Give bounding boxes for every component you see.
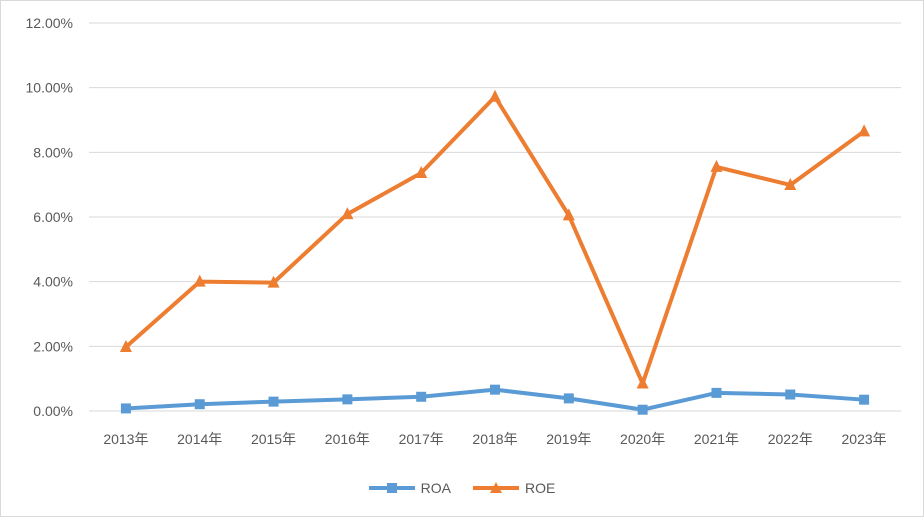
data-point-roe [710, 159, 723, 172]
data-point-roa [416, 391, 427, 402]
data-point-roa [268, 396, 279, 407]
x-tick-label: 2022年 [768, 431, 813, 447]
legend-swatch-roe [473, 482, 519, 493]
data-point-roa [120, 403, 131, 414]
x-tick-label: 2021年 [694, 431, 739, 447]
data-point-roe [489, 89, 501, 102]
x-tick-label: 2018年 [472, 431, 517, 447]
gridlines [89, 22, 901, 412]
data-point-roe [784, 177, 797, 190]
x-tick-label: 2020年 [620, 431, 665, 447]
y-tick-label: 0.00% [33, 403, 73, 419]
legend-label-roe: ROE [525, 480, 556, 496]
y-axis-tick-labels: 0.00% 2.00% 4.00% 6.00% 8.00% 10.00% 12.00% [26, 15, 73, 419]
y-tick-label: 10.00% [26, 80, 73, 96]
x-tick-label: 2023年 [842, 431, 887, 447]
data-point-roa [785, 389, 796, 400]
legend-item-roe: ROE [473, 480, 555, 496]
y-tick-label: 6.00% [33, 209, 73, 225]
data-point-roe [341, 207, 354, 220]
data-point-roe [193, 274, 206, 287]
legend-swatch-roa [368, 483, 415, 493]
data-point-roa [637, 404, 648, 415]
x-tick-label: 2015年 [251, 431, 296, 447]
legend-item-roa: ROA [368, 480, 451, 496]
data-point-roa [711, 387, 722, 398]
x-tick-label: 2016年 [325, 431, 370, 447]
legend: ROA ROE [1, 476, 923, 500]
data-point-roa [859, 394, 870, 405]
legend-label-roa: ROA [420, 480, 451, 496]
data-point-roe [415, 166, 428, 179]
data-point-roa [563, 393, 574, 404]
data-point-roa [194, 399, 205, 410]
data-point-roe [267, 275, 280, 288]
data-point-roe [562, 208, 575, 221]
x-tick-label: 2013年 [103, 431, 148, 447]
y-tick-label: 2.00% [33, 338, 73, 354]
series-layer [119, 89, 871, 415]
x-tick-label: 2014年 [177, 431, 222, 447]
data-point-roe [119, 339, 132, 352]
x-axis-tick-labels: 2013年 2014年 2015年 2016年 2017年 2018年 2019年 2020年… [103, 431, 886, 447]
x-tick-label: 2019年 [546, 431, 591, 447]
x-tick-label: 2017年 [399, 431, 444, 447]
y-tick-label: 8.00% [33, 144, 73, 160]
data-point-roa [490, 384, 500, 395]
y-tick-label: 4.00% [33, 274, 73, 290]
y-tick-label: 12.00% [26, 15, 73, 31]
data-point-roe [636, 376, 649, 389]
series-line-roe [123, 94, 867, 386]
data-point-roe [858, 124, 871, 137]
data-point-roa [342, 394, 353, 405]
